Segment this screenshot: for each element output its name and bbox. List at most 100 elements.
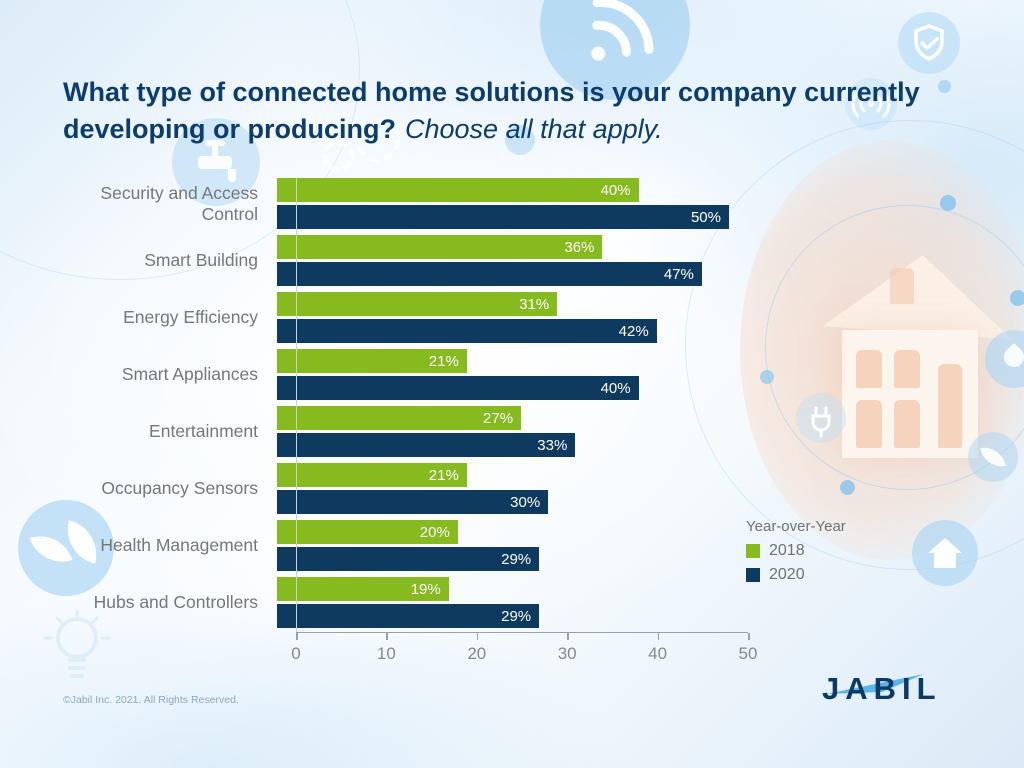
axis-tick <box>296 633 298 640</box>
bar-2020: 47% <box>277 262 702 286</box>
house-icon <box>822 248 1018 340</box>
legend-label: 2018 <box>769 542 805 559</box>
bar-group: 20% 29% <box>277 520 729 571</box>
bar-group: 21% 30% <box>277 463 729 514</box>
house-icon-small <box>912 520 978 586</box>
bar-value-label: 30% <box>510 493 541 511</box>
title-instruction: Choose all that apply. <box>405 114 663 145</box>
shield-check-icon <box>898 12 960 74</box>
chart-row: Security and Access Control 40% 50% <box>63 178 729 229</box>
bar-value-label: 50% <box>690 208 721 226</box>
network-node <box>940 195 956 211</box>
bar-2020: 40% <box>277 376 639 400</box>
bar-2020: 42% <box>277 319 657 343</box>
chart-x-axis: 0 10 20 30 40 50 <box>291 632 757 663</box>
chart-row: Occupancy Sensors 21% 30% <box>63 463 729 514</box>
bar-group: 36% 47% <box>277 235 729 286</box>
category-label: Smart Appliances <box>121 364 258 384</box>
axis-tick-label: 20 <box>467 644 487 663</box>
bar-2018: 36% <box>277 235 603 259</box>
network-node <box>840 480 855 495</box>
jabil-logo: JABIL <box>822 671 942 706</box>
title-question: What type of connected home solutions is… <box>63 77 920 145</box>
category-label: Entertainment <box>149 421 258 441</box>
house-window <box>890 268 914 304</box>
bar-2018: 19% <box>277 577 449 601</box>
chart-row: Hubs and Controllers 19% 29% <box>63 577 729 628</box>
bar-value-label: 33% <box>537 436 568 454</box>
category-label: Smart Building <box>144 250 258 270</box>
bar-2018: 21% <box>277 349 467 373</box>
page-title: What type of connected home solutions is… <box>63 74 923 148</box>
axis-tick-label: 40 <box>648 644 668 663</box>
network-circle <box>685 120 1024 570</box>
bar-2020: 30% <box>277 490 549 514</box>
legend-item: 2018 <box>746 542 846 560</box>
network-circle <box>765 205 1024 490</box>
bar-value-label: 40% <box>600 379 631 397</box>
chart-y-axis-line <box>296 178 297 633</box>
category-label: Health Management <box>100 535 258 555</box>
bar-value-label: 36% <box>564 238 595 256</box>
bar-2018: 27% <box>277 406 522 430</box>
bar-value-label: 42% <box>618 322 649 340</box>
bar-2020: 29% <box>277 604 540 628</box>
house-icon <box>842 330 978 458</box>
bar-value-label: 21% <box>428 466 459 484</box>
axis-tick-label: 0 <box>291 644 301 663</box>
bar-group: 31% 42% <box>277 292 729 343</box>
droplet-icon <box>985 330 1024 388</box>
bar-value-label: 21% <box>428 352 459 370</box>
axis-tick <box>567 633 569 640</box>
bar-2018: 20% <box>277 520 458 544</box>
chart-row: Smart Building 36% 47% <box>63 235 729 286</box>
network-node <box>938 80 951 93</box>
legend-swatch-2018 <box>746 544 760 558</box>
plug-icon <box>796 393 846 443</box>
axis-tick-label: 50 <box>738 644 758 663</box>
network-node <box>760 370 774 384</box>
axis-tick-label: 10 <box>376 644 396 663</box>
bar-value-label: 31% <box>519 295 550 313</box>
network-node <box>1010 290 1024 306</box>
category-label: Occupancy Sensors <box>101 478 258 498</box>
leaf-icon <box>968 432 1018 482</box>
legend-item: 2020 <box>746 566 846 584</box>
legend-title: Year-over-Year <box>746 518 846 535</box>
chart-row: Health Management 20% 29% <box>63 520 729 571</box>
bar-value-label: 19% <box>410 580 441 598</box>
bar-value-label: 29% <box>501 550 532 568</box>
axis-tick <box>476 633 479 640</box>
logo-text: JABIL <box>822 671 942 706</box>
chart-row: Entertainment 27% 33% <box>63 406 729 457</box>
category-label: Security and Access Control <box>100 182 258 224</box>
category-label: Energy Efficiency <box>123 307 258 327</box>
bar-2018: 21% <box>277 463 467 487</box>
axis-tick <box>748 633 750 640</box>
hand-holding-house-photo <box>740 140 1024 560</box>
category-label: Hubs and Controllers <box>93 592 258 612</box>
bar-value-label: 40% <box>600 181 631 199</box>
bar-group: 27% 33% <box>277 406 729 457</box>
chart-legend: Year-over-Year 2018 2020 <box>746 518 846 590</box>
bar-2020: 33% <box>277 433 576 457</box>
bar-value-label: 29% <box>501 607 532 625</box>
bar-2020: 50% <box>277 205 729 229</box>
chart-row: Smart Appliances 21% 40% <box>63 349 729 400</box>
bar-group: 21% 40% <box>277 349 729 400</box>
bar-group: 40% 50% <box>277 178 729 229</box>
axis-tick <box>386 633 388 640</box>
axis-tick <box>657 633 660 640</box>
bar-2018: 31% <box>277 292 558 316</box>
copyright-text: ©Jabil Inc. 2021. All Rights Reserved. <box>63 694 239 706</box>
bar-group: 19% 29% <box>277 577 729 628</box>
chart-row: Energy Efficiency 31% 42% <box>63 292 729 343</box>
bar-value-label: 20% <box>419 523 450 541</box>
bar-2020: 29% <box>277 547 540 571</box>
bar-2018: 40% <box>277 178 639 202</box>
axis-tick-label: 30 <box>557 644 577 663</box>
bar-value-label: 27% <box>483 409 514 427</box>
legend-swatch-2020 <box>746 568 760 582</box>
bar-chart: Security and Access Control 40% 50% Smart B… <box>63 178 729 634</box>
